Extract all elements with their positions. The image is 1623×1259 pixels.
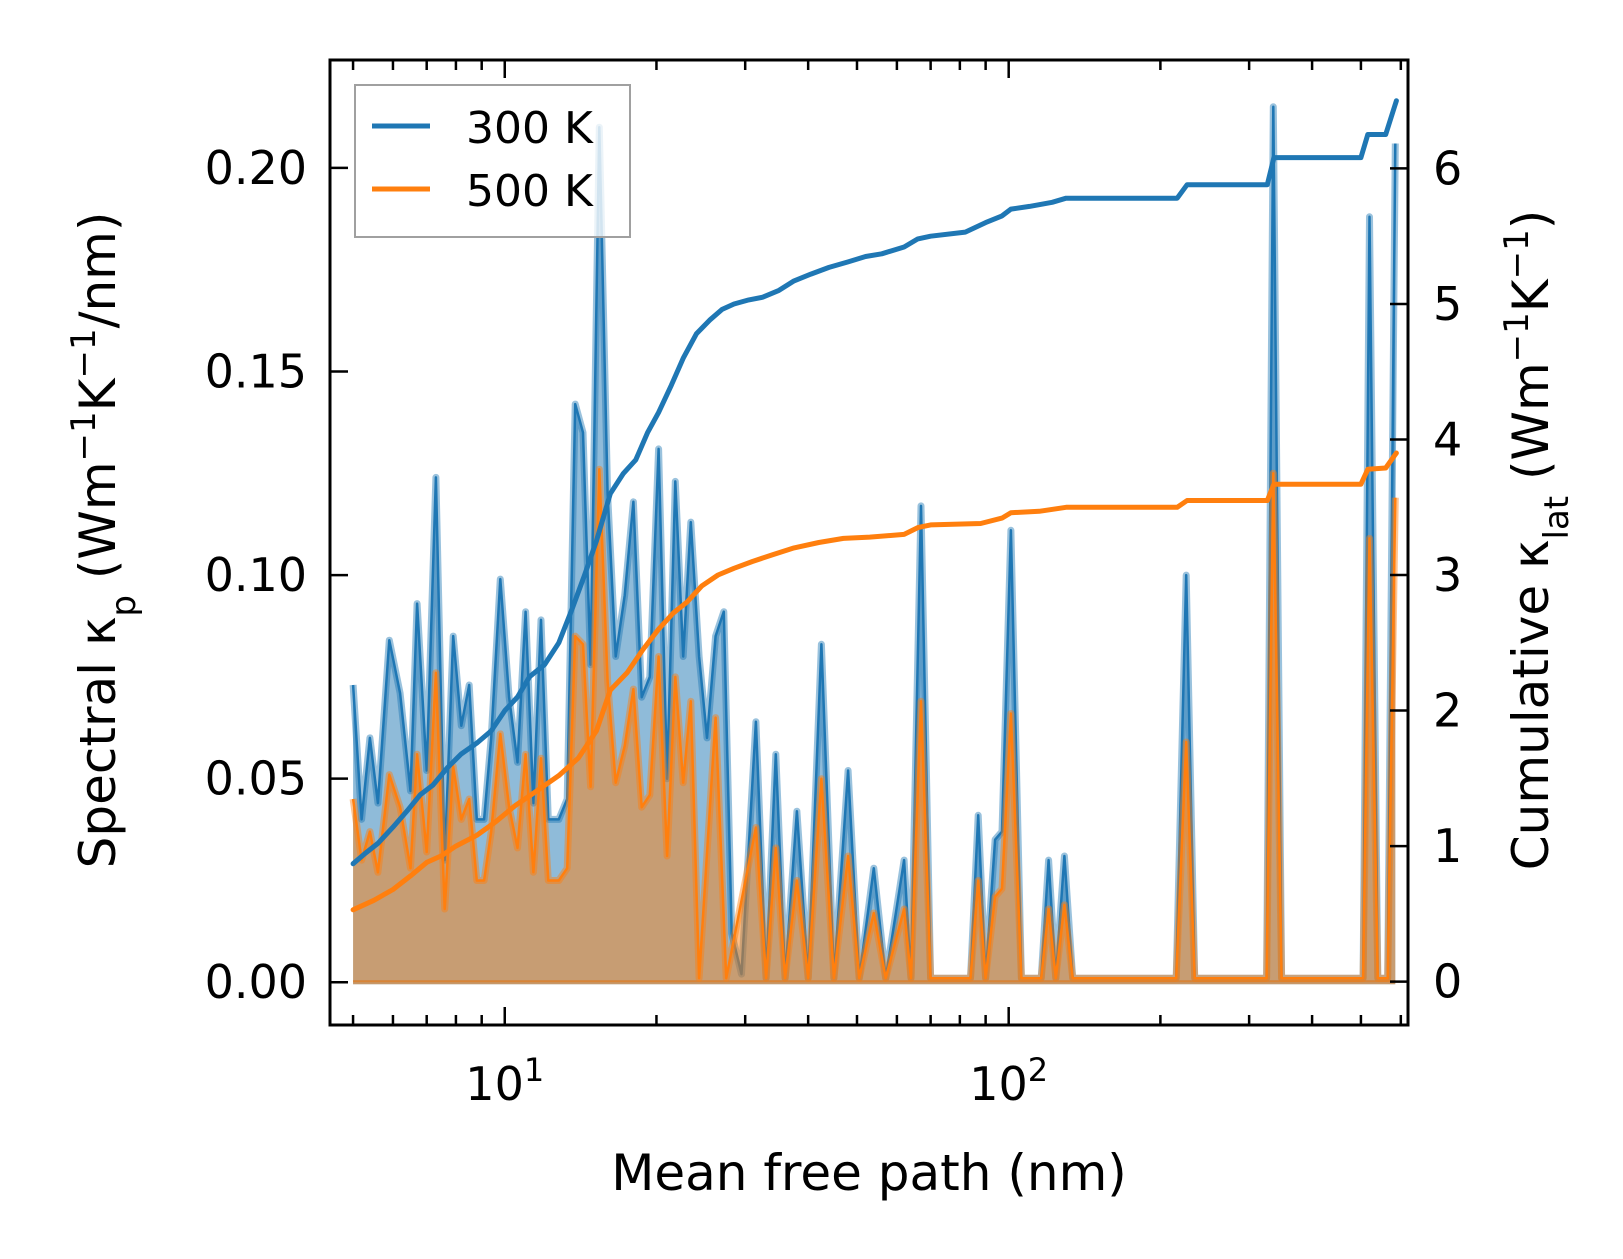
right-axis-ticks: 0 1 2 3 4 5 6: [1390, 141, 1462, 1009]
x-tick-label: 102: [969, 1051, 1048, 1111]
spectral-line-500k: [351, 467, 1397, 980]
right-tick-label: 2: [1433, 684, 1462, 738]
left-tick-label: 0.05: [205, 752, 307, 806]
spectral-fills: [349, 103, 1399, 985]
x-axis-ticks: 101 102: [351, 60, 1403, 1111]
right-tick-label: 6: [1433, 141, 1462, 195]
spectral-line-300k: [351, 105, 1397, 980]
left-tick-label: 0.20: [205, 141, 307, 195]
left-tick-label: 0.10: [205, 548, 307, 602]
spectral-area-500k: [353, 469, 1396, 983]
legend-label-500k: 500 K: [466, 166, 594, 217]
legend-label-300k: 300 K: [466, 103, 594, 154]
right-tick-label: 5: [1433, 277, 1462, 331]
cumulative-lines: [350, 98, 1399, 913]
x-tick-label: 101: [465, 1051, 544, 1111]
right-tick-label: 1: [1433, 819, 1462, 873]
legend-box: [354, 84, 631, 238]
x-axis-label: Mean free path (nm): [611, 1144, 1127, 1202]
right-tick-label: 3: [1433, 548, 1462, 602]
legend: 300 K 500 K: [354, 84, 631, 238]
cumulative-line-500k: [350, 450, 1399, 913]
right-tick-label: 4: [1433, 412, 1462, 466]
left-axis-ticks: 0.00 0.05 0.10 0.15 0.20: [205, 141, 348, 1009]
left-axis-label: Spectral κp (Wm−1K−1/nm): [64, 212, 144, 869]
right-tick-label: 0: [1433, 955, 1462, 1009]
left-tick-label: 0.00: [205, 955, 307, 1009]
cumulative-line-300k: [350, 98, 1399, 867]
x-tick-label-base: 10: [465, 1057, 524, 1111]
x-tick-label-exponent: 2: [1028, 1051, 1048, 1089]
plot-frame: [328, 58, 1410, 1027]
right-axis-label: Cumulative κlat (Wm−1K−1): [1497, 210, 1577, 870]
x-tick-label-exponent: 1: [524, 1051, 544, 1089]
left-tick-label: 0.15: [205, 344, 307, 398]
x-tick-label-base: 10: [969, 1057, 1028, 1111]
